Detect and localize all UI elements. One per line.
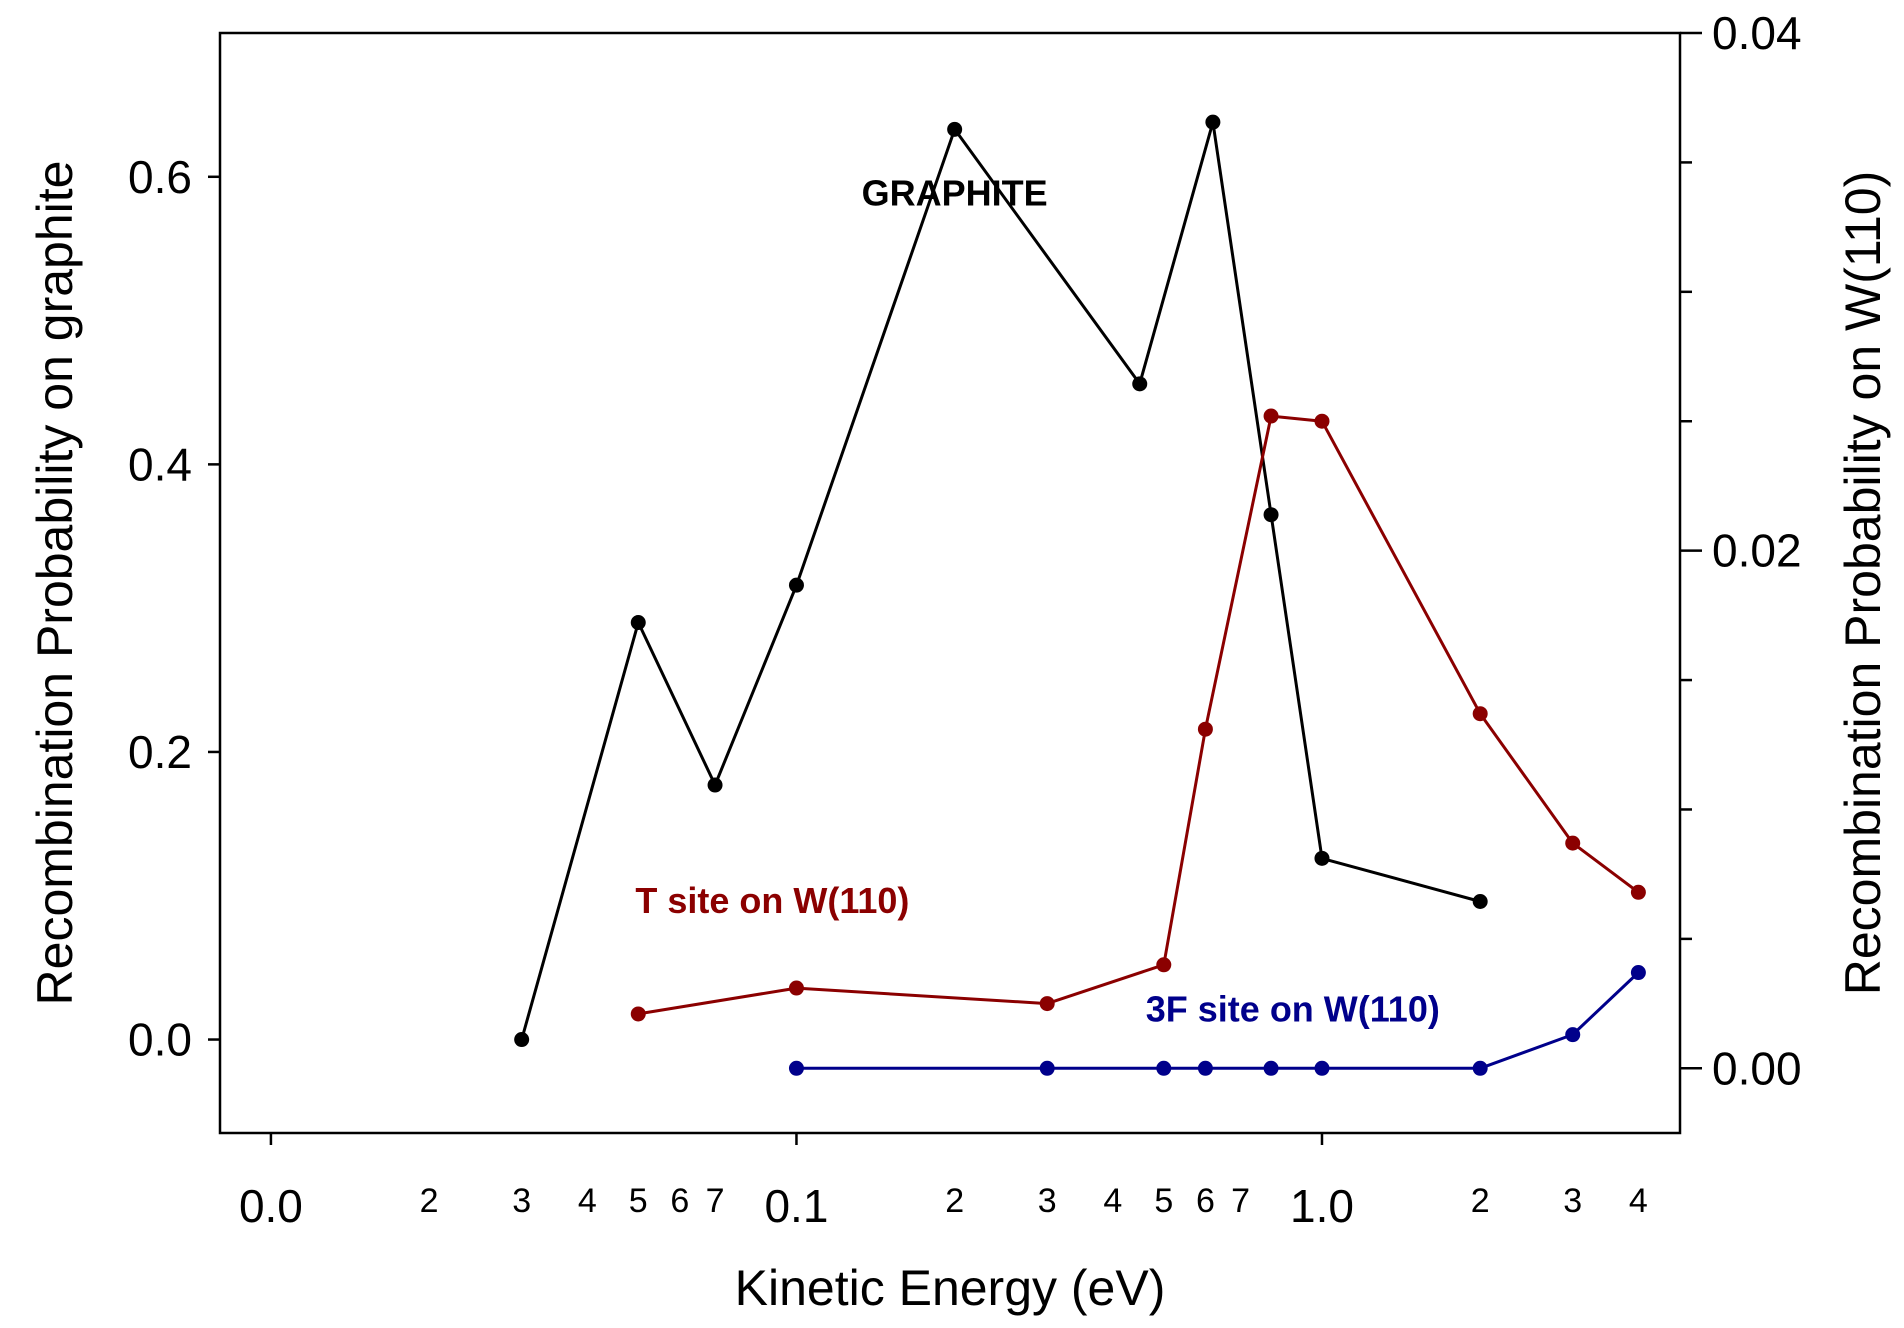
- series-layer: GRAPHITE T site on W(110) 3F site on W(110…: [514, 114, 1646, 1076]
- data-point: [947, 121, 963, 137]
- x-minor-tick-label: 5: [1154, 1182, 1173, 1220]
- x-minor-tick-label: 3: [512, 1182, 531, 1220]
- data-point: [514, 1032, 530, 1048]
- x-axis-title: Kinetic Energy (eV): [735, 1260, 1166, 1316]
- data-point: [1132, 376, 1148, 392]
- data-point: [1314, 850, 1330, 866]
- data-point: [1263, 507, 1279, 523]
- data-point: [1205, 114, 1221, 130]
- data-point: [630, 1006, 646, 1022]
- data-point: [1472, 893, 1488, 909]
- data-point: [1565, 1027, 1581, 1043]
- x-tick-label: 1.0: [1290, 1180, 1354, 1232]
- x-minor-tick-label: 4: [1629, 1182, 1648, 1220]
- data-point: [1630, 965, 1646, 981]
- data-point: [707, 777, 723, 793]
- y-left-tick-label: 0.6: [128, 151, 192, 203]
- y-right-axis-ticks: 0.00 0.02 0.04: [1680, 7, 1802, 1094]
- y-left-tick-label: 0.4: [128, 438, 192, 490]
- x-minor-tick-label: 2: [420, 1182, 439, 1220]
- data-point: [788, 1060, 804, 1076]
- x-minor-tick-label: 7: [1231, 1182, 1250, 1220]
- data-point: [788, 980, 804, 996]
- data-point: [1472, 706, 1488, 722]
- data-point: [1156, 957, 1172, 973]
- x-minor-tick-label: 6: [670, 1182, 689, 1220]
- y-left-tick-label: 0.2: [128, 726, 192, 778]
- y-left-tick-label: 0.0: [128, 1014, 192, 1066]
- x-minor-tick-label: 5: [629, 1182, 648, 1220]
- data-point: [1197, 1060, 1213, 1076]
- data-point: [1565, 835, 1581, 851]
- series-1: GRAPHITE: [514, 114, 1488, 1048]
- y-left-axis-ticks: 0.0 0.2 0.4 0.6: [128, 151, 220, 1066]
- data-point: [1039, 1060, 1055, 1076]
- series-3: 3F site on W(110): [788, 965, 1646, 1076]
- series-label: T site on W(110): [635, 880, 909, 921]
- data-point: [1039, 996, 1055, 1012]
- y-right-tick-label: 0.00: [1712, 1042, 1802, 1094]
- x-axis-ticks: 0.0 0.1 1.02 3 4 5 6 7 2 3 4 5 6 7 2 3 4: [239, 1133, 1648, 1232]
- y-right-axis-title: Recombination Probability on W(110): [1835, 171, 1891, 995]
- data-point: [1472, 1060, 1488, 1076]
- plot-frame: [218, 31, 1682, 1135]
- data-point: [1197, 721, 1213, 737]
- data-point: [1263, 1060, 1279, 1076]
- data-point: [1314, 413, 1330, 429]
- x-minor-tick-label: 4: [1103, 1182, 1122, 1220]
- x-minor-tick-label: 3: [1563, 1182, 1582, 1220]
- data-point: [1314, 1060, 1330, 1076]
- series-2: T site on W(110): [630, 408, 1646, 1022]
- data-point: [630, 615, 646, 631]
- x-minor-tick-label: 3: [1038, 1182, 1057, 1220]
- data-point: [788, 577, 804, 593]
- x-tick-label: 0.0: [239, 1180, 303, 1232]
- x-minor-tick-label: 2: [945, 1182, 964, 1220]
- x-minor-tick-label: 6: [1196, 1182, 1215, 1220]
- series-line: [638, 414, 1640, 1016]
- x-minor-tick-label: 4: [578, 1182, 597, 1220]
- series-label: GRAPHITE: [862, 173, 1048, 214]
- y-left-axis-title: Recombination Probability on graphite: [27, 161, 83, 1006]
- y-right-tick-label: 0.04: [1712, 7, 1802, 59]
- y-right-tick-label: 0.02: [1712, 525, 1802, 577]
- x-tick-label: 0.1: [764, 1180, 828, 1232]
- series-label: 3F site on W(110): [1146, 989, 1440, 1030]
- data-point: [1630, 884, 1646, 900]
- data-point: [1156, 1060, 1172, 1076]
- series-line: [520, 120, 1481, 1040]
- x-minor-tick-label: 7: [706, 1182, 725, 1220]
- data-point: [1263, 408, 1279, 424]
- x-minor-tick-label: 2: [1471, 1182, 1490, 1220]
